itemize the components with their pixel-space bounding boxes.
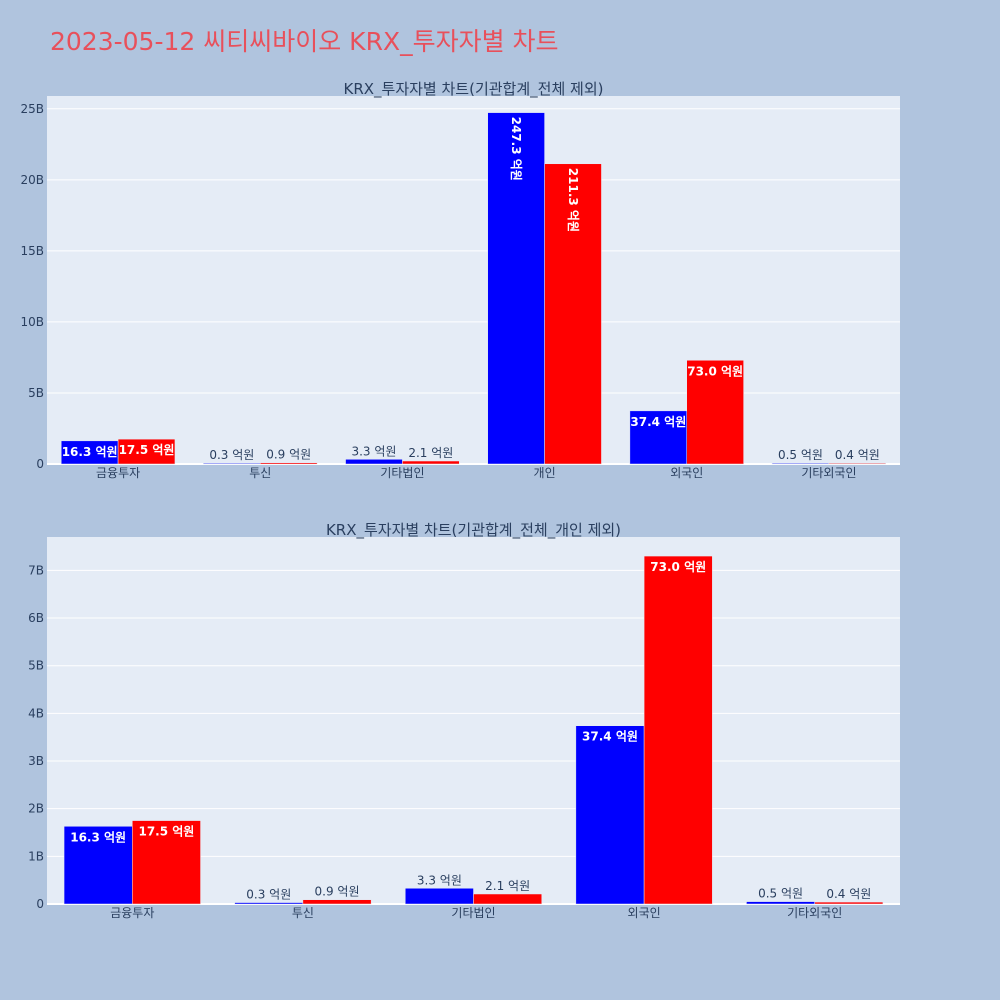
bar-value-label: 37.4 억원 xyxy=(582,730,638,744)
chart-title: KRX_투자자별 차트(기관합계_전체 제외) xyxy=(344,80,604,99)
bar-value-label: 0.9 억원 xyxy=(266,448,311,462)
bar xyxy=(575,725,645,905)
bar xyxy=(771,462,830,465)
plot-background xyxy=(47,96,900,464)
bar-value-label: 73.0 억원 xyxy=(650,560,706,574)
bar-value-label: 17.5 억원 xyxy=(119,443,175,457)
x-tick-label: 금융투자 xyxy=(110,906,154,920)
x-tick-label: 기타외국인 xyxy=(801,466,856,480)
chart-1: KRX_투자자별 차트(기관합계_전체 제외) 0 5B 10B 15B 20B 25B 금융… xyxy=(20,80,900,480)
bar xyxy=(405,888,474,905)
y-tick-label: 10B xyxy=(20,315,44,329)
x-tick-label: 투신 xyxy=(249,466,271,480)
bar-value-label: 247.3 억원 xyxy=(509,117,523,181)
bar xyxy=(63,826,133,905)
y-tick-label: 5B xyxy=(28,659,44,673)
bar xyxy=(487,112,545,465)
bar xyxy=(132,820,201,905)
bar xyxy=(686,360,744,465)
y-tick-label: 6B xyxy=(28,611,44,625)
y-tick-label: 25B xyxy=(20,102,44,116)
x-tick-label: 개인 xyxy=(534,466,556,480)
bar-value-label: 16.3 억원 xyxy=(70,830,126,844)
y-tick-label: 2B xyxy=(28,802,44,816)
bar-value-label: 2.1 억원 xyxy=(485,879,530,893)
bar xyxy=(345,459,403,465)
bar xyxy=(544,163,602,465)
y-tick-label: 20B xyxy=(20,173,44,187)
bar xyxy=(402,460,460,465)
y-tick-label: 5B xyxy=(28,386,44,400)
bar-value-label: 0.4 억원 xyxy=(826,887,871,901)
bar-value-label: 0.5 억원 xyxy=(778,448,823,462)
chart-2: KRX_투자자별 차트(기관합계_전체_개인 제외) 0 1B 2B 3B 4B 5B 6B 7… xyxy=(28,521,900,920)
bar xyxy=(828,462,887,465)
bar-value-label: 0.3 억원 xyxy=(209,448,254,462)
bar xyxy=(814,901,884,905)
bar xyxy=(643,555,713,905)
bar-value-label: 2.1 억원 xyxy=(408,446,453,460)
page-title: 2023-05-12 씨티씨바이오 KRX_투자자별 차트 xyxy=(50,27,559,56)
x-tick-label: 기타외국인 xyxy=(787,906,842,920)
bar-value-label: 17.5 억원 xyxy=(138,825,194,839)
bar-value-label: 73.0 억원 xyxy=(687,364,743,378)
bar-value-label: 3.3 억원 xyxy=(417,873,462,887)
y-tick-label: 1B xyxy=(28,849,44,863)
y-tick-label: 7B xyxy=(28,563,44,577)
bar xyxy=(117,438,176,465)
bar-value-label: 0.3 억원 xyxy=(246,888,291,902)
bar-value-label: 211.3 억원 xyxy=(566,168,580,232)
bar xyxy=(302,899,372,905)
bar xyxy=(203,462,261,465)
bar xyxy=(234,902,304,905)
x-tick-label: 외국인 xyxy=(670,466,703,480)
bar xyxy=(260,462,318,465)
x-tick-label: 외국인 xyxy=(628,906,661,920)
bar xyxy=(473,893,542,905)
bar-value-label: 3.3 억원 xyxy=(351,444,396,458)
y-tick-label: 0 xyxy=(36,457,44,471)
y-tick-label: 0 xyxy=(36,897,44,911)
bar-value-label: 0.5 억원 xyxy=(758,887,803,901)
bar-value-label: 0.4 억원 xyxy=(835,448,880,462)
bar xyxy=(629,410,688,465)
bar-value-label: 37.4 억원 xyxy=(630,415,686,429)
x-tick-label: 투신 xyxy=(292,906,314,920)
x-tick-label: 기타법인 xyxy=(380,466,424,480)
x-tick-label: 기타법인 xyxy=(451,906,495,920)
bar xyxy=(746,901,815,905)
bar-value-label: 0.9 억원 xyxy=(315,885,360,899)
x-tick-label: 금융투자 xyxy=(96,466,140,480)
chart-title: KRX_투자자별 차트(기관합계_전체_개인 제외) xyxy=(326,521,621,540)
y-tick-label: 4B xyxy=(28,706,44,720)
y-tick-label: 15B xyxy=(20,244,44,258)
y-tick-label: 3B xyxy=(28,754,44,768)
bar-value-label: 16.3 억원 xyxy=(62,445,118,459)
